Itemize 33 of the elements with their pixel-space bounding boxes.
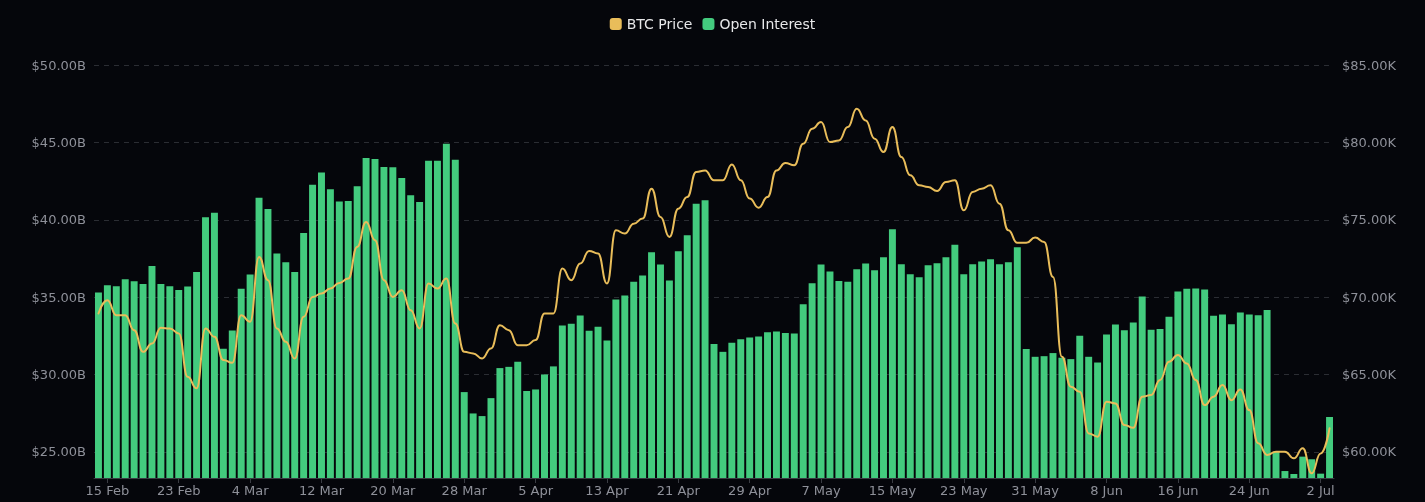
legend-label: BTC Price: [626, 16, 693, 32]
x-tick-label: 7 May: [801, 483, 841, 498]
y2-tick-label: $85.00K: [1342, 57, 1397, 73]
legend-label: Open Interest: [719, 16, 816, 32]
x-tick-label: 20 Mar: [370, 483, 417, 498]
x-tick-label: 8 Jun: [1090, 483, 1123, 498]
y2-tick-label: $80.00K: [1342, 134, 1397, 150]
y2-tick-label: $60.00K: [1342, 444, 1397, 460]
x-tick-label: 29 Apr: [728, 483, 772, 498]
y2-tick-label: $65.00K: [1342, 367, 1397, 383]
x-tick-label: 13 Apr: [585, 483, 630, 498]
line-series: [97, 107, 1331, 475]
x-tick-label: 23 Feb: [156, 483, 201, 498]
y-tick-label: $45.00B: [31, 134, 86, 150]
y-tick-label: $35.00B: [31, 289, 86, 305]
x-tick-label: 15 May: [868, 483, 917, 498]
y2-tick-label: $75.00K: [1342, 212, 1397, 228]
x-tick-label: 12 Mar: [298, 483, 345, 498]
y-tick-label: $40.00B: [31, 212, 86, 228]
x-tick-label: 2 Jul: [1306, 483, 1335, 498]
x-tick-label: 16 Jun: [1157, 483, 1199, 498]
y-tick-label: $30.00B: [31, 367, 86, 383]
y-tick-label: $25.00B: [31, 444, 86, 460]
x-tick-label: 28 Mar: [441, 483, 488, 498]
x-tick-label: 23 May: [940, 483, 988, 498]
y-tick-label: $50.00B: [31, 57, 86, 73]
x-tick-label: 21 Apr: [656, 483, 701, 498]
x-tick-label: 15 Feb: [85, 483, 130, 498]
x-tick-label: 5 Apr: [518, 483, 554, 498]
x-tick-label: 31 May: [1011, 483, 1060, 498]
x-tick-label: 4 Mar: [231, 483, 270, 498]
y2-tick-label: $70.00K: [1342, 289, 1397, 305]
x-tick-label: 24 Jun: [1228, 483, 1270, 498]
